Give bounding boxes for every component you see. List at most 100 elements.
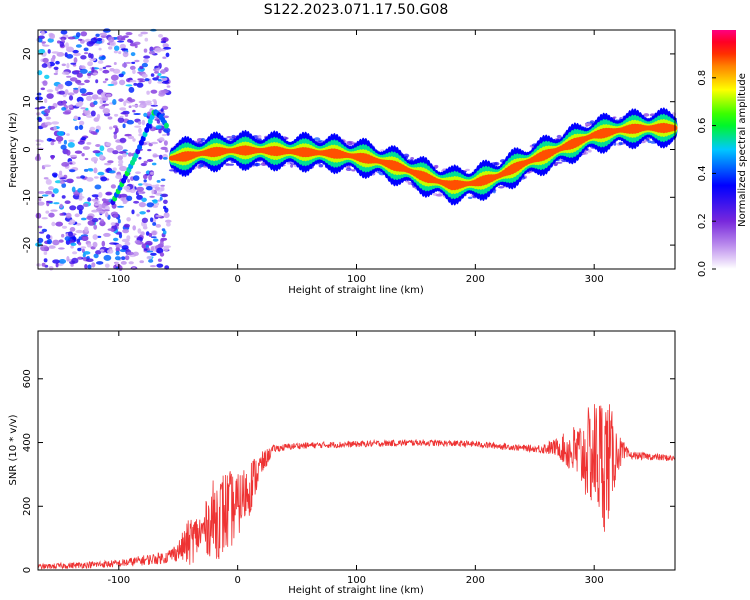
spectrogram-cell [118,51,122,55]
spectrogram-cell [41,262,46,267]
spectrogram-cell [152,77,159,81]
spectrogram-cell [62,100,67,106]
spectrogram-cell [159,252,165,257]
spectrogram-cell [152,205,158,208]
spectrogram-cell [105,211,109,218]
spectrogram-cell [129,65,136,70]
spectrogram-cell [154,70,159,74]
spectrogram-cell [75,229,84,234]
spectrogram-cell [55,86,59,92]
spectrogram-cell [120,112,127,115]
spectrogram-cell [64,80,73,87]
spectrogram-cell [124,241,131,246]
spectrogram-cell [160,146,168,150]
spectrogram-cell [146,90,150,95]
spectrogram-cell [497,186,505,189]
spectrogram-cell [99,32,108,36]
spectrogram-cell [109,126,113,130]
spectrogram-cell [166,222,171,227]
spectrogram-cell [587,122,591,125]
spectrogram-cell [164,149,169,153]
spectrogram-cell [55,262,59,268]
spectrogram-cell [69,154,78,158]
spectrogram-cell [133,41,141,45]
spectrogram-cell [102,103,110,107]
spectrogram-cell [67,36,76,40]
spectrogram-cell [93,224,98,230]
spectrogram-cell [126,217,131,222]
spectrogram-cell [346,168,350,171]
spectrogram-cell [157,258,162,262]
spectrogram-cell [38,197,42,202]
spectrogram-cell [165,219,172,223]
spectrogram-cell [151,230,157,236]
spectrogram-cell [98,56,106,61]
spectrogram-cell [133,200,140,204]
spectrogram-cell [41,63,48,68]
spectrogram-cell [254,162,261,167]
spectrogram-cell [57,84,63,88]
spectrogram-cell [36,92,42,96]
spectrogram-cell [59,203,63,209]
spectrogram-cell [48,212,55,218]
spectrogram-cell [138,183,143,186]
x-tick-label: 200 [466,575,485,586]
spectrogram-cell [140,231,145,236]
spectrogram-cell [45,210,50,214]
spectrogram-cell [115,246,121,253]
spectrogram-cell [163,127,171,133]
y-tick-label: 10 [22,95,33,108]
spectrogram-cell [51,139,56,142]
spectrogram-cell [123,223,130,228]
spectrogram-cell [80,55,87,60]
spectrogram-cell [113,62,117,65]
spectrogram-cell [137,71,141,74]
spectrogram-cell [86,91,94,96]
spectrogram-y-axis-label: Frequency (Hz) [8,112,19,188]
spectrogram-cell [107,249,114,254]
spectrogram-cell [84,79,90,84]
spectrogram-cell [137,228,142,234]
spectrogram-cell [114,256,121,261]
spectrogram-cell [112,68,121,74]
spectrogram-cell [146,250,154,253]
spectrogram-cell [114,127,119,134]
spectrogram-cell [42,57,49,63]
spectrogram-cell [154,65,159,69]
spectrogram-cell [105,192,112,196]
spectrogram-cell [69,77,78,82]
spectrogram-cell [143,223,147,228]
spectrogram-cell [143,248,148,251]
spectrogram-cell [53,72,58,76]
spectrogram-cell [66,255,70,262]
x-tick-label: 0 [234,575,240,586]
spectrogram-cell [44,74,50,79]
spectrogram-cell [61,63,66,67]
spectrogram-cell [99,67,103,71]
spectrogram-cell [83,47,89,52]
spectrogram-cell [61,162,70,167]
spectrogram-cell [91,199,99,202]
spectrogram-cell [85,258,94,263]
colorbar-tick-label: 0.4 [697,165,708,181]
spectrogram-cell [43,251,48,255]
spectrogram-cell [95,129,99,133]
spectrogram-cell [553,163,558,167]
spectrogram-cell [132,175,140,181]
spectrogram-cell [201,138,205,142]
spectrogram-cell [119,115,124,118]
spectrogram-cell [104,263,110,268]
spectrogram-cell [77,188,84,193]
spectrogram-cell [112,99,117,105]
spectrogram-cell [118,265,123,271]
spectrogram-cell [75,79,82,84]
spectrogram-cell [118,73,124,78]
spectrogram-cell [51,172,58,178]
spectrogram-cell [92,150,101,154]
spectrogram-cell [100,176,108,182]
spectrogram-cell [66,62,70,69]
spectrogram-cell [160,186,165,192]
spectrogram-cell [114,113,119,117]
